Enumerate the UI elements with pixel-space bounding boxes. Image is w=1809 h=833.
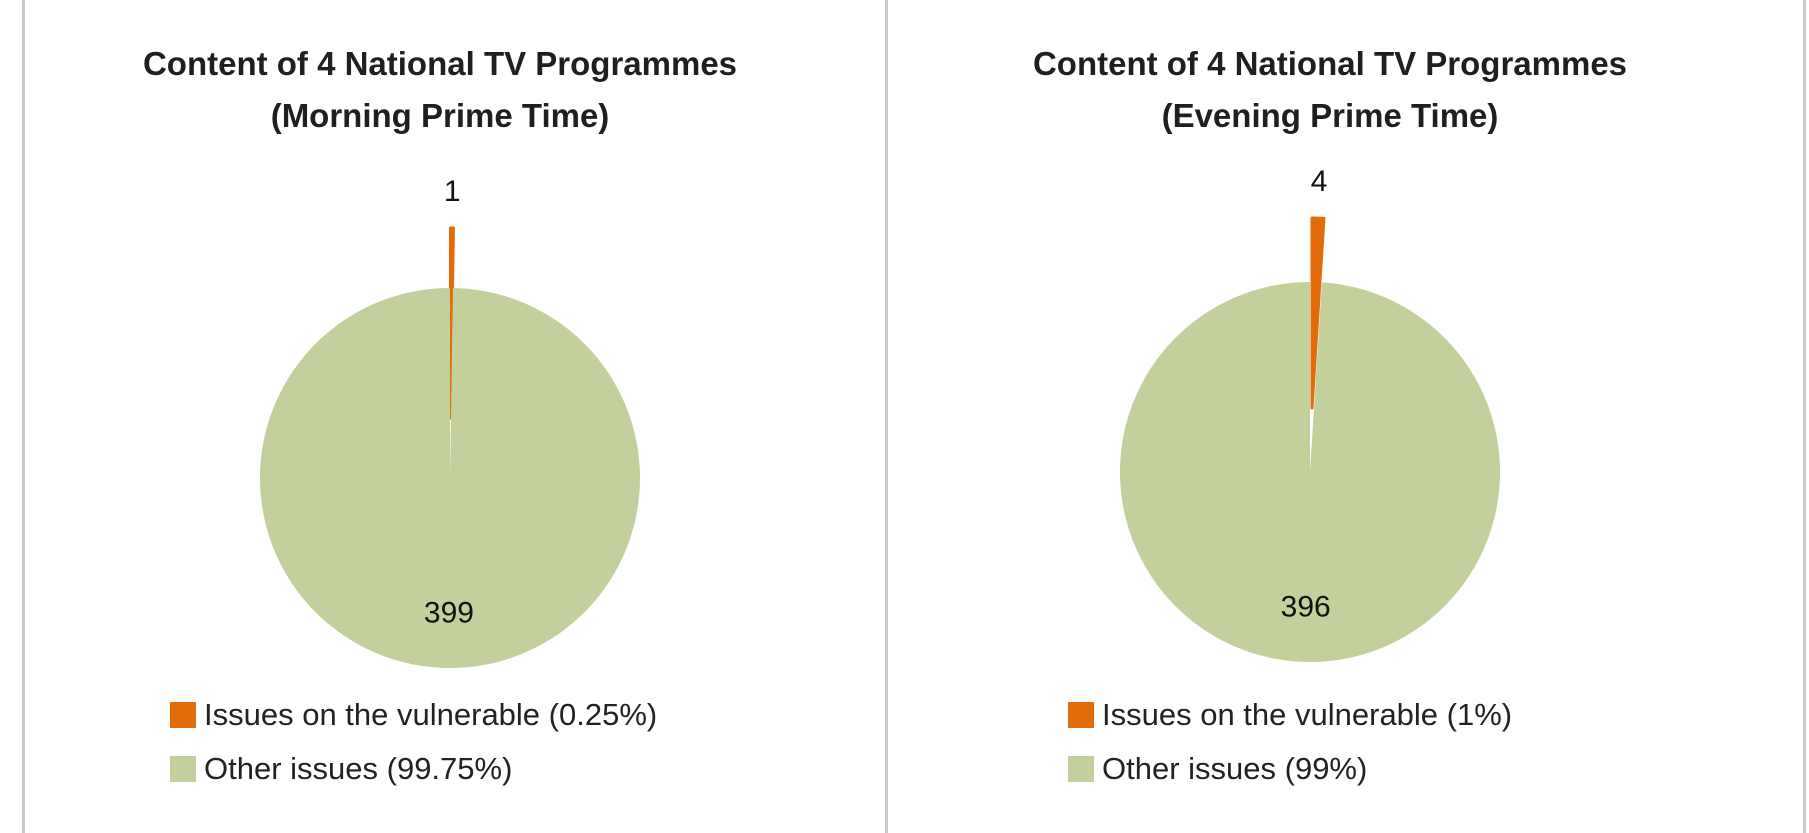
data-label: 399	[424, 597, 474, 630]
chart-title-line1: Content of 4 National TV Programmes	[142, 45, 738, 82]
legend: Issues on the vulnerable (0.25%) Other i…	[170, 688, 657, 796]
legend-swatch	[170, 702, 196, 728]
data-label: 396	[1281, 591, 1331, 624]
legend-swatch	[170, 756, 196, 782]
right-border	[1803, 0, 1806, 833]
legend-item: Other issues (99.75%)	[170, 742, 657, 796]
legend-item: Issues on the vulnerable (0.25%)	[170, 688, 657, 742]
pie-chart-morning: 1 399	[259, 175, 640, 668]
pie-chart-evening: 4 396	[1120, 165, 1501, 662]
pie-slice	[1120, 282, 1501, 662]
pie-slice	[1310, 216, 1326, 410]
chart-title: Content of 4 National TV Programmes (Mor…	[0, 38, 880, 142]
chart-title-line1: Content of 4 National TV Programmes	[1032, 45, 1628, 82]
legend-swatch	[1068, 702, 1094, 728]
data-label: 4	[1311, 165, 1328, 198]
left-border	[22, 0, 25, 833]
chart-title-line2: (Morning Prime Time)	[270, 97, 610, 134]
legend: Issues on the vulnerable (1%) Other issu…	[1068, 688, 1512, 796]
legend-label: Other issues (99.75%)	[204, 751, 513, 786]
legend-swatch	[1068, 756, 1094, 782]
chart-panel-evening: Content of 4 National TV Programmes (Eve…	[890, 0, 1770, 833]
pie-slice	[259, 288, 640, 668]
pie-slice	[448, 226, 455, 420]
chart-title-line2: (Evening Prime Time)	[1161, 97, 1499, 134]
legend-label: Issues on the vulnerable (0.25%)	[204, 697, 658, 732]
legend-label: Other issues (99%)	[1102, 751, 1368, 786]
legend-label: Issues on the vulnerable (1%)	[1102, 697, 1513, 732]
divider	[885, 0, 888, 833]
chart-title: Content of 4 National TV Programmes (Eve…	[890, 38, 1770, 142]
data-label: 1	[444, 175, 461, 208]
chart-panel-morning: Content of 4 National TV Programmes (Mor…	[0, 0, 880, 833]
legend-item: Issues on the vulnerable (1%)	[1068, 688, 1512, 742]
legend-item: Other issues (99%)	[1068, 742, 1512, 796]
